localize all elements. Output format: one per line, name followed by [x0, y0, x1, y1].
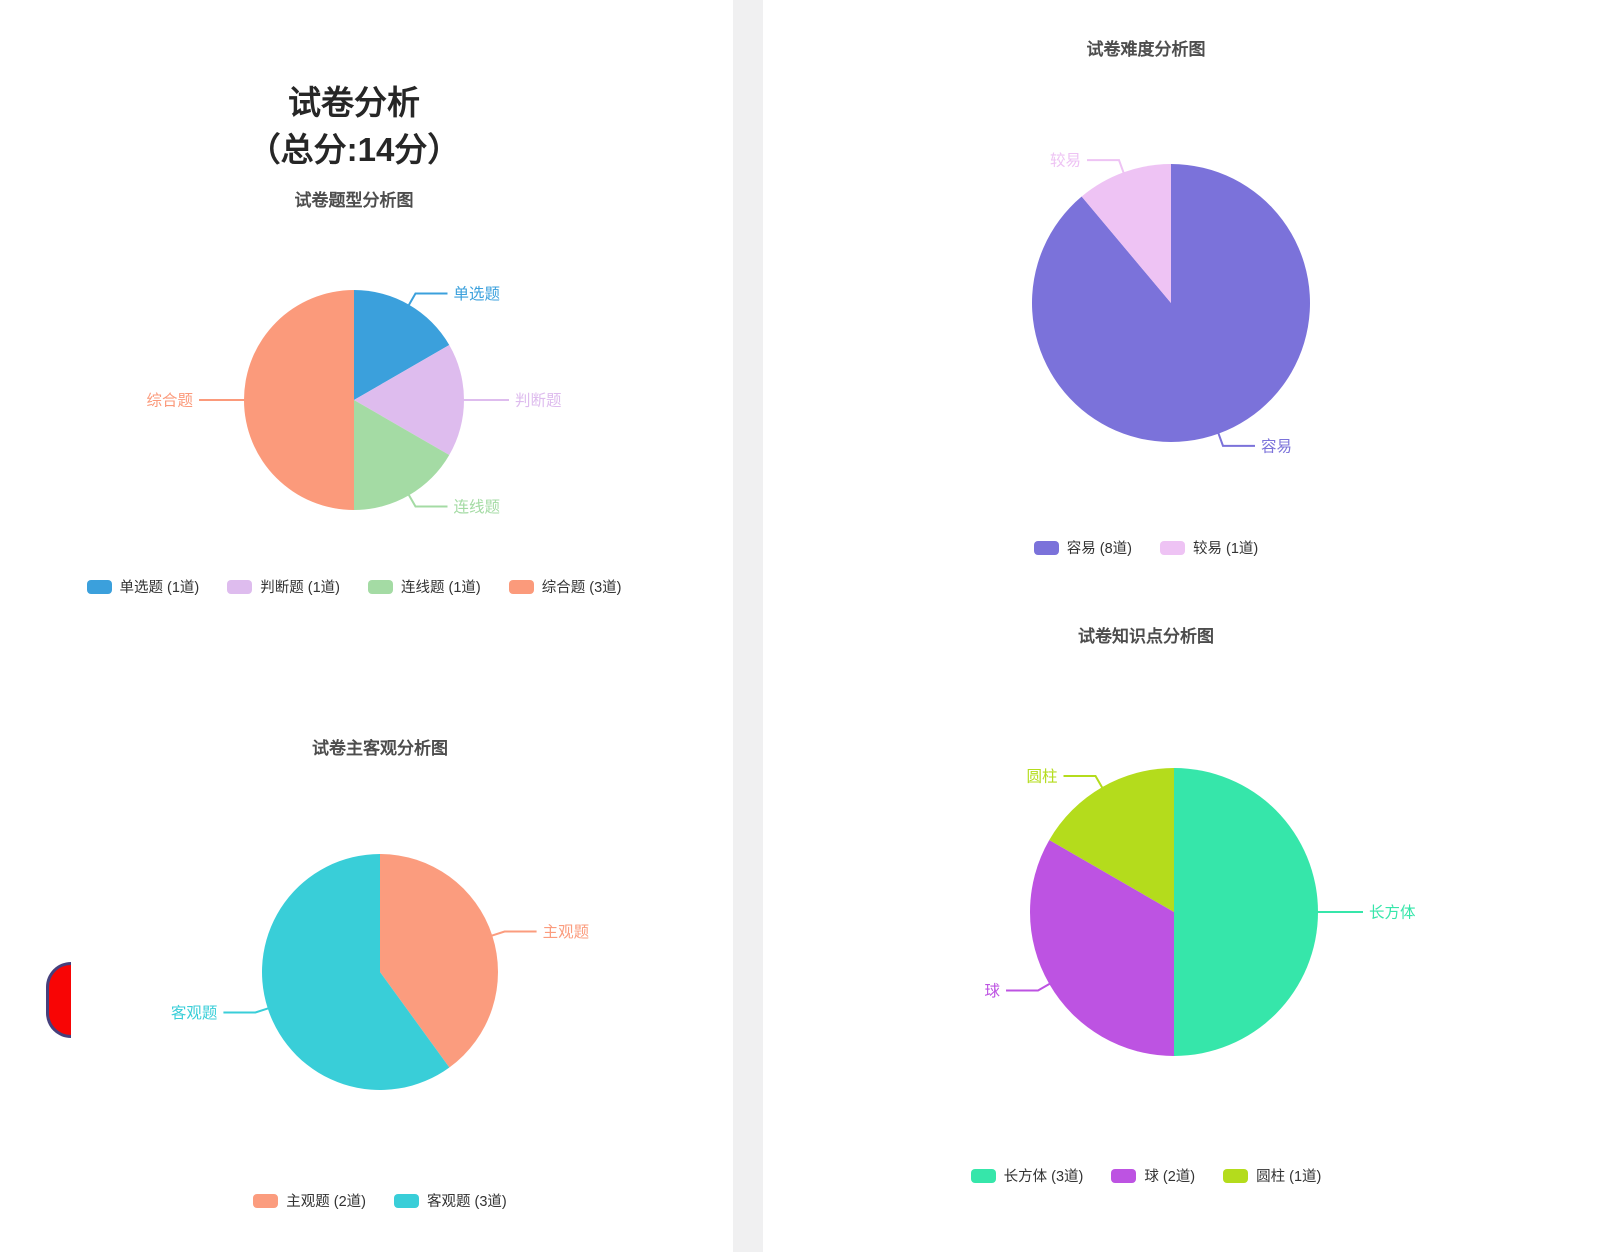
pie-slice-label: 主观题	[543, 923, 590, 941]
pie-slice-判断题[interactable]	[354, 345, 464, 455]
label-leader-line	[490, 930, 537, 937]
legend-label: 主观题 (2道)	[286, 1194, 366, 1210]
pie-chart: 容易 较易	[846, 25, 1446, 595]
pie-slice-主观题[interactable]	[380, 854, 499, 1068]
legend-item[interactable]: 长方体 (3道)	[970, 1165, 1084, 1186]
chart-subjective-objective: 试卷主客观分析图 主观题客观题 主观题 (2道) 客观题 (3道)	[80, 720, 680, 1240]
legend-swatch	[970, 1168, 996, 1183]
pie-slice-label: 判断题	[515, 392, 562, 410]
legend-label: 较易 (1道)	[1193, 541, 1259, 557]
pie-slice-综合题[interactable]	[244, 290, 354, 510]
legend-label: 连线题 (1道)	[401, 580, 481, 596]
pie-slice-客观题[interactable]	[262, 854, 450, 1090]
pie-slice-长方体[interactable]	[1174, 768, 1318, 1056]
chart-difficulty: 试卷难度分析图 容易 较易 容易 (8道) 较易 (1道)	[846, 25, 1446, 595]
legend-swatch	[1160, 540, 1185, 555]
legend-label: 球 (2道)	[1144, 1169, 1196, 1185]
label-leader-line	[407, 292, 448, 307]
legend-item[interactable]: 主观题 (2道)	[253, 1190, 366, 1211]
label-leader-line	[223, 1007, 270, 1014]
pie-slice-圆柱[interactable]	[1049, 768, 1174, 912]
pie-slice-label: 球	[985, 982, 1001, 1000]
chart-question-type: 试卷题型分析图 单选题判断题连线题 综合题 单选题 (1道) 判断题 (1道) 连线题…	[54, 170, 654, 615]
legend-item[interactable]: 单选题 (1道)	[86, 576, 200, 597]
chart-legend: 主观题 (2道) 客观题 (3道)	[80, 1190, 680, 1211]
pie-slice-label: 客观题	[171, 1004, 218, 1022]
legend-swatch	[368, 579, 393, 594]
legend-label: 单选题 (1道)	[119, 580, 200, 596]
pie-chart: 单选题判断题连线题 综合题	[54, 170, 654, 615]
pie-slice-球[interactable]	[1030, 840, 1174, 1056]
page-title-line2: （总分:14分）	[247, 130, 461, 168]
pie-slice-label: 圆柱	[1026, 768, 1057, 786]
legend-item[interactable]: 连线题 (1道)	[368, 576, 481, 597]
legend-label: 客观题 (3道)	[427, 1194, 507, 1210]
floating-bubble[interactable]	[46, 962, 71, 1038]
legend-item[interactable]: 圆柱 (1道)	[1223, 1165, 1321, 1186]
chart-title: 试卷主客观分析图	[312, 739, 448, 758]
legend-swatch	[253, 1193, 279, 1208]
pie-slice-label: 长方体	[1369, 904, 1416, 922]
legend-label: 判断题 (1道)	[260, 580, 340, 596]
legend-item[interactable]: 判断题 (1道)	[227, 576, 340, 597]
chart-legend: 单选题 (1道) 判断题 (1道) 连线题 (1道) 综合题 (3道)	[54, 576, 654, 597]
pie-slice-较易[interactable]	[1081, 164, 1171, 303]
legend-swatch	[508, 579, 534, 594]
label-leader-line	[407, 493, 448, 508]
pie-slice-单选题[interactable]	[354, 290, 450, 400]
legend-item[interactable]: 容易 (8道)	[1033, 537, 1132, 558]
label-leader-line	[1217, 432, 1255, 447]
pie-chart: 长方体球 圆柱	[846, 610, 1446, 1230]
pie-slice-label: 连线题	[454, 498, 501, 516]
page-title-line1: 试卷分析	[288, 84, 420, 121]
page-title: 试卷分析 （总分:14分）	[54, 80, 654, 174]
pie-slice-label: 容易	[1261, 437, 1292, 455]
legend-label: 容易 (8道)	[1066, 541, 1132, 557]
pie-slice-label: 综合题	[146, 392, 193, 410]
chart-title: 试卷难度分析图	[1086, 40, 1206, 59]
legend-swatch	[86, 579, 112, 594]
legend-item[interactable]: 客观题 (3道)	[394, 1190, 507, 1211]
legend-swatch	[227, 579, 253, 594]
chart-legend: 容易 (8道) 较易 (1道)	[846, 537, 1446, 558]
legend-label: 综合题 (3道)	[541, 580, 622, 596]
pie-slice-label: 单选题	[454, 285, 501, 303]
pie-slice-连线题[interactable]	[354, 400, 450, 510]
legend-label: 圆柱 (1道)	[1256, 1169, 1322, 1185]
legend-swatch	[1033, 540, 1059, 555]
legend-swatch	[394, 1193, 419, 1208]
panel-divider	[733, 0, 763, 1252]
pie-chart: 主观题客观题	[80, 720, 680, 1240]
pie-slice-label: 较易	[1050, 152, 1081, 170]
legend-swatch	[1111, 1168, 1137, 1183]
chart-title: 试卷题型分析图	[294, 191, 414, 210]
chart-title: 试卷知识点分析图	[1078, 627, 1214, 646]
label-leader-line	[1087, 159, 1125, 174]
legend-item[interactable]: 球 (2道)	[1111, 1165, 1195, 1186]
legend-label: 长方体 (3道)	[1003, 1169, 1084, 1185]
chart-legend: 长方体 (3道) 球 (2道) 圆柱 (1道)	[846, 1165, 1446, 1186]
legend-item[interactable]: 较易 (1道)	[1160, 537, 1258, 558]
legend-item[interactable]: 综合题 (3道)	[508, 576, 622, 597]
chart-knowledge-points: 试卷知识点分析图 长方体球 圆柱 长方体 (3道) 球 (2道) 圆柱 (1道)	[846, 610, 1446, 1230]
label-leader-line	[1006, 982, 1051, 992]
label-leader-line	[1063, 775, 1104, 789]
legend-swatch	[1223, 1168, 1249, 1183]
